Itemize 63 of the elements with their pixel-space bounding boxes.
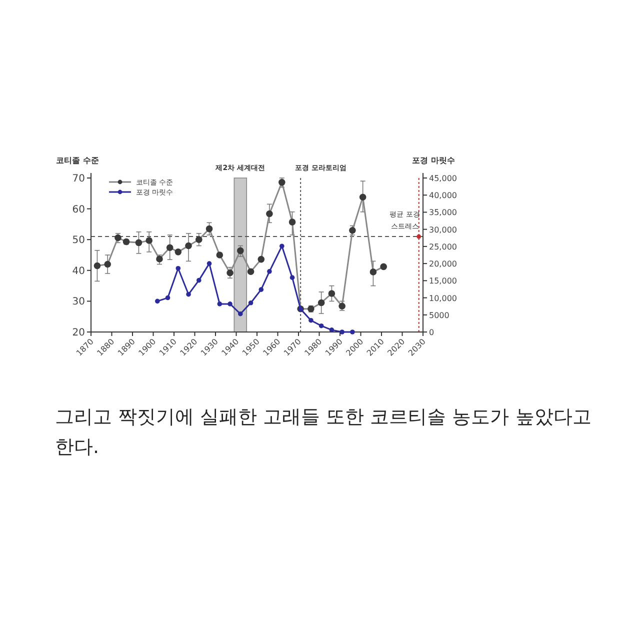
y-tick-label: 50 — [72, 235, 85, 246]
y2-tick-label: 20,000 — [429, 260, 457, 269]
point — [155, 298, 160, 304]
y-tick-label: 60 — [72, 204, 85, 216]
point — [196, 236, 202, 243]
y-tick-label: 40 — [72, 266, 85, 277]
point — [196, 278, 202, 283]
point — [266, 210, 273, 218]
point — [217, 302, 222, 306]
point — [267, 269, 272, 274]
point — [94, 262, 101, 270]
point — [280, 244, 284, 248]
point — [258, 256, 265, 263]
point — [206, 225, 213, 232]
point — [278, 178, 286, 186]
point — [237, 247, 244, 254]
point — [206, 261, 212, 266]
y2-tick-label: 35,000 — [429, 208, 457, 218]
point — [248, 300, 254, 306]
point — [146, 237, 152, 244]
text: 그리고 짝짓기에 실패한 고래들 또한 코르티솔 농도가 높았다고 한다. — [55, 405, 592, 460]
point — [114, 234, 122, 242]
point — [290, 275, 295, 280]
y-tick-label: 20 — [72, 328, 85, 338]
point — [238, 311, 243, 316]
y2-tick-label: 0 — [429, 328, 434, 337]
point — [216, 252, 224, 258]
point — [350, 330, 355, 334]
point — [174, 248, 182, 256]
point — [185, 242, 192, 250]
point — [135, 239, 142, 246]
point — [340, 330, 344, 334]
point — [318, 323, 324, 328]
y2-tick-label: 15,000 — [429, 276, 457, 286]
y2-tick-label: 25,000 — [429, 242, 457, 252]
point — [176, 266, 181, 271]
point — [308, 318, 314, 323]
point — [226, 269, 234, 276]
point — [359, 194, 366, 200]
point — [329, 328, 334, 332]
y-axis-title: 코티졸 수준 — [56, 156, 99, 165]
point — [338, 302, 346, 310]
y2-tick-label: 45,000 — [429, 174, 457, 183]
point — [247, 268, 254, 276]
y2-tick-label: 10,000 — [429, 294, 457, 303]
point — [228, 302, 232, 306]
point — [166, 244, 174, 252]
point — [104, 260, 111, 268]
point — [328, 290, 336, 297]
point — [288, 218, 296, 226]
y-tick-label: 30 — [72, 296, 85, 308]
y2-axis-title: 포경 마릿수 — [412, 156, 455, 165]
y2-tick-label: 30,000 — [429, 225, 457, 234]
point — [380, 263, 387, 270]
y-tick-label: 70 — [72, 174, 85, 184]
point — [258, 287, 264, 292]
point — [156, 256, 163, 262]
point — [186, 292, 191, 297]
point — [165, 295, 170, 300]
y2-tick-label: 40,000 — [429, 191, 457, 200]
point — [318, 299, 325, 306]
point — [370, 268, 377, 276]
y2-tick-label: 5000 — [429, 310, 450, 320]
